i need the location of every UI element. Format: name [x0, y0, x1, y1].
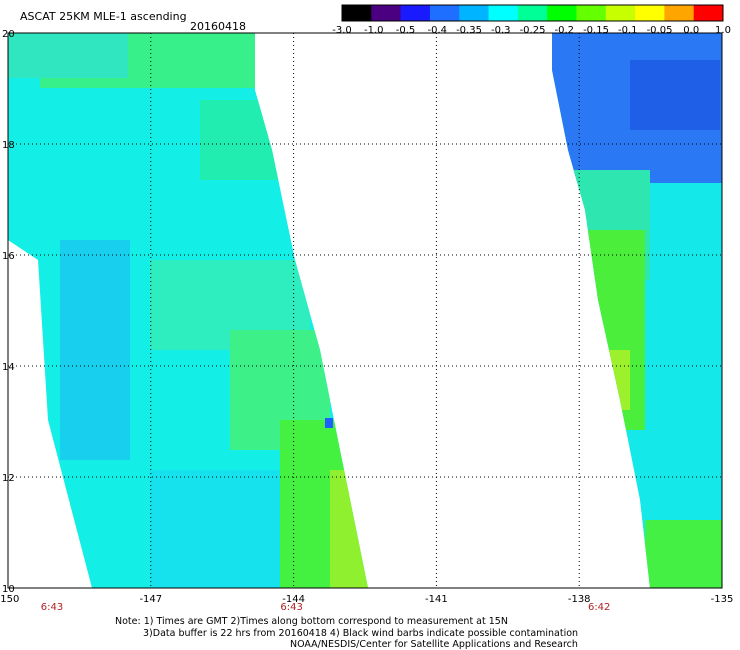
y-tick-label: 16: [2, 251, 15, 262]
right-swath-green-bottom: [645, 520, 722, 588]
time-labels: 6:43 6:43 6:42: [41, 602, 611, 613]
note-line-1: Note: 1) Times are GMT 2)Times along bot…: [115, 616, 508, 627]
colorbar-swatch: [371, 5, 402, 21]
right-swath: [552, 33, 722, 588]
note-line-2: 3)Data buffer is 22 hrs from 20160418 4)…: [143, 628, 578, 639]
colorbar-swatch: [400, 5, 431, 21]
colorbar-frame: [341, 4, 724, 22]
y-tick-label: 10: [2, 584, 15, 595]
x-tick-label: -138: [568, 594, 591, 605]
colorbar-label: -0.1: [618, 25, 638, 36]
left-swath-mid-green: [200, 100, 280, 180]
colorbar-swatch: [517, 5, 548, 21]
colorbar-label: -0.15: [583, 25, 609, 36]
colorbar-label: -1.0: [364, 25, 384, 36]
time-label: 6:43: [41, 602, 63, 613]
figure-date: 20160418: [190, 20, 246, 33]
colorbar-label: -0.4: [427, 25, 447, 36]
colorbar-label: -3.0: [332, 25, 352, 36]
colorbar-label: -0.35: [456, 25, 482, 36]
time-label: 6:42: [588, 602, 610, 613]
colorbar-label: -0.3: [491, 25, 511, 36]
left-swath-bottom-cyan: [150, 470, 280, 588]
colorbar-swatch: [664, 5, 695, 21]
colorbar-swatch: [547, 5, 577, 21]
colorbar-label: -0.05: [647, 25, 673, 36]
colorbar-swatch: [576, 5, 607, 21]
y-tick-label: 12: [2, 473, 15, 484]
x-tick-label: -141: [425, 594, 448, 605]
y-tick-label: 18: [2, 140, 15, 151]
colorbar-swatch: [459, 5, 490, 21]
map-frame: [7, 32, 723, 589]
left-swath: [8, 33, 368, 588]
y-tick-label: 14: [2, 362, 15, 373]
colorbar-swatch: [488, 5, 519, 21]
swath-layer: [8, 33, 722, 588]
colorbar-label: 0.0: [683, 25, 699, 36]
x-tick-label: -150: [0, 594, 19, 605]
colorbar-label: -0.2: [554, 25, 574, 36]
right-swath-deep-blue: [630, 60, 720, 130]
colorbar-swatch: [429, 5, 460, 21]
colorbar: -3.0 -1.0 -0.5 -0.4 -0.35 -0.3 -0.25 -0.2 -0.15-…: [332, 4, 731, 36]
colorbar-swatch: [342, 5, 372, 21]
left-swath-cyan-top: [8, 33, 128, 78]
grid-lines: [8, 33, 722, 588]
colorbar-swatch: [605, 5, 636, 21]
time-label: 6:43: [280, 602, 302, 613]
colorbar-swatch: [693, 5, 724, 21]
x-tick-label: -135: [711, 594, 734, 605]
y-axis-ticks: 20 18 16 14 12 10: [2, 29, 15, 595]
colorbar-label: -0.5: [396, 25, 416, 36]
x-axis-ticks: -150 -147 -144 -141 -138 -135: [0, 594, 733, 605]
left-swath-blue-pixel: [325, 418, 333, 428]
figure-title: ASCAT 25KM MLE-1 ascending: [20, 10, 187, 23]
x-tick-label: -144: [282, 594, 305, 605]
left-swath-edge-yellow: [330, 470, 368, 588]
colorbar-label: 1.0: [715, 25, 731, 36]
colorbar-label: -0.25: [520, 25, 546, 36]
left-swath-blue-column: [60, 240, 130, 460]
right-swath-green-edge: [585, 230, 645, 430]
y-tick-label: 20: [2, 29, 15, 40]
colorbar-swatch: [635, 5, 665, 21]
x-tick-label: -147: [139, 594, 162, 605]
right-swath-yellow-edge: [600, 350, 630, 410]
note-line-3: NOAA/NESDIS/Center for Satellite Applica…: [290, 639, 578, 650]
